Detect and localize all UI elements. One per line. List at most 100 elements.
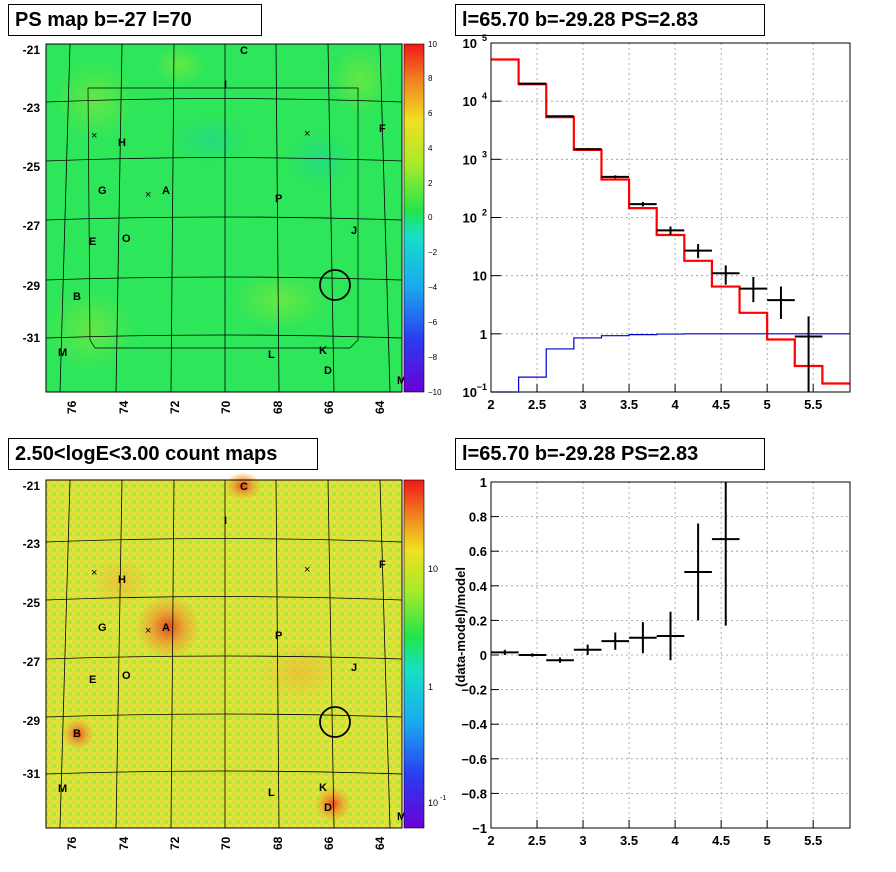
lon-tick: 64 bbox=[373, 400, 387, 414]
lon-tick: 74 bbox=[117, 836, 131, 850]
colorbar-tick: −2 bbox=[428, 248, 438, 257]
source-label-j: J bbox=[351, 225, 357, 237]
svg-text:×: × bbox=[91, 130, 97, 142]
histogram-series bbox=[491, 58, 850, 385]
source-label-k: K bbox=[319, 782, 327, 794]
y-tick-label: 10 bbox=[463, 385, 477, 400]
y-tick-label: −1 bbox=[472, 821, 487, 836]
lon-tick: 70 bbox=[219, 836, 233, 850]
y-tick-label: −0.4 bbox=[461, 717, 487, 732]
x-tick-label: 5.5 bbox=[804, 833, 822, 848]
residual-chart: 2 2.5 3 3.5 4 4.5 5 5.5 1 0.8 0.6 0.4 0.2 0 −0.2 −0.4 −0… bbox=[453, 475, 851, 848]
y-tick-label: 10 bbox=[463, 36, 477, 51]
y-tick-label: 10 bbox=[463, 152, 477, 167]
residual-title: l=65.70 b=-29.28 PS=2.83 bbox=[455, 438, 765, 470]
y-tick-label: 10 bbox=[463, 94, 477, 109]
colorbar-tick: 2 bbox=[428, 179, 433, 188]
source-label-d: D bbox=[324, 802, 332, 814]
y-tick-label: 1 bbox=[480, 475, 487, 490]
lon-tick: 72 bbox=[168, 400, 182, 414]
lon-tick: 68 bbox=[271, 836, 285, 850]
source-label-b: B bbox=[73, 291, 81, 303]
source-label-m: M bbox=[58, 347, 67, 359]
colorbar-tick: 6 bbox=[428, 109, 433, 118]
histogram-series bbox=[491, 333, 850, 393]
colorbar-tick: −10 bbox=[428, 388, 442, 397]
source-label-j: J bbox=[351, 662, 357, 674]
y-tick-exponent: 4 bbox=[482, 91, 487, 101]
colorbar-tick: 1 bbox=[428, 682, 433, 692]
lon-tick: 66 bbox=[322, 836, 336, 850]
y-tick-label: 0.2 bbox=[469, 613, 487, 628]
spectrum-title: l=65.70 b=-29.28 PS=2.83 bbox=[455, 4, 765, 36]
x-tick-label: 3.5 bbox=[620, 397, 638, 412]
y-tick-exponent: 2 bbox=[482, 208, 487, 218]
lat-tick: -21 bbox=[23, 43, 41, 57]
lat-tick: -23 bbox=[23, 101, 41, 115]
x-tick-label: 3 bbox=[579, 833, 586, 848]
source-label-d: D bbox=[324, 365, 332, 377]
lon-tick: 64 bbox=[373, 836, 387, 850]
source-label-l: L bbox=[268, 787, 275, 799]
source-label-m2: M bbox=[397, 375, 406, 387]
y-tick-label: −0.8 bbox=[461, 786, 487, 801]
lat-tick: -23 bbox=[23, 537, 41, 551]
lat-tick: -27 bbox=[23, 219, 41, 233]
colorbar-tick: −8 bbox=[428, 353, 438, 362]
lon-tick: 66 bbox=[322, 400, 336, 414]
target-circle bbox=[319, 269, 351, 301]
ps-map-panel: C I F H G A P J E O B L K M D M × × × -2… bbox=[23, 40, 442, 414]
x-tick-label: 5 bbox=[764, 397, 771, 412]
y-tick-label: 10 bbox=[463, 211, 477, 226]
colorbar-tick: −4 bbox=[428, 283, 438, 292]
colorbar-tick: 8 bbox=[428, 74, 433, 83]
source-label-c: C bbox=[240, 481, 248, 493]
colorbar-tick: 10 bbox=[428, 40, 437, 49]
source-label-c: C bbox=[240, 45, 248, 57]
source-label-h: H bbox=[118, 574, 126, 586]
source-label-o: O bbox=[122, 233, 131, 245]
ps-map-title: PS map b=-27 l=70 bbox=[8, 4, 262, 36]
lat-tick: -21 bbox=[23, 479, 41, 493]
x-tick-label: 4.5 bbox=[712, 833, 730, 848]
source-label-m2: M bbox=[397, 811, 406, 823]
lat-tick: -31 bbox=[23, 331, 41, 345]
count-map-panel: C I F H G A P J E O B L K M D M × × × -2… bbox=[23, 472, 446, 850]
x-tick-label: 5.5 bbox=[804, 397, 822, 412]
source-label-l: L bbox=[268, 349, 275, 361]
colorbar-exponent: -1 bbox=[440, 795, 446, 802]
lat-tick: -27 bbox=[23, 655, 41, 669]
y-tick-label: 0.4 bbox=[469, 579, 488, 594]
x-tick-label: 4.5 bbox=[712, 397, 730, 412]
x-tick-label: 3 bbox=[579, 397, 586, 412]
source-label-i: I bbox=[224, 515, 227, 527]
colorbar-tick: 10 bbox=[428, 564, 438, 574]
count-map-title: 2.50<logE<3.00 count maps bbox=[8, 438, 318, 470]
lat-tick: -29 bbox=[23, 714, 41, 728]
source-label-g: G bbox=[98, 185, 107, 197]
source-label-i: I bbox=[224, 79, 227, 91]
lat-tick: -25 bbox=[23, 596, 41, 610]
colorbar-tick: 4 bbox=[428, 144, 433, 153]
x-tick-label: 2.5 bbox=[528, 833, 546, 848]
source-label-p: P bbox=[275, 630, 282, 642]
y-tick-exponent: 3 bbox=[482, 149, 487, 159]
source-label-a: A bbox=[162, 185, 170, 197]
y-tick-label: −0.2 bbox=[461, 683, 487, 698]
x-tick-label: 4 bbox=[671, 397, 679, 412]
lat-tick: -31 bbox=[23, 767, 41, 781]
source-label-e: E bbox=[89, 674, 96, 686]
source-label-p: P bbox=[275, 193, 282, 205]
source-label-f: F bbox=[379, 559, 386, 571]
svg-text:×: × bbox=[304, 564, 310, 576]
ps-colorbar bbox=[403, 43, 425, 393]
lon-tick: 74 bbox=[117, 400, 131, 414]
source-label-h: H bbox=[118, 137, 126, 149]
lon-tick: 70 bbox=[219, 400, 233, 414]
source-label-e: E bbox=[89, 236, 96, 248]
source-label-k: K bbox=[319, 345, 327, 357]
x-tick-label: 4 bbox=[671, 833, 679, 848]
x-tick-label: 3.5 bbox=[620, 833, 638, 848]
y-axis-label: (data-model)/model bbox=[453, 567, 468, 687]
